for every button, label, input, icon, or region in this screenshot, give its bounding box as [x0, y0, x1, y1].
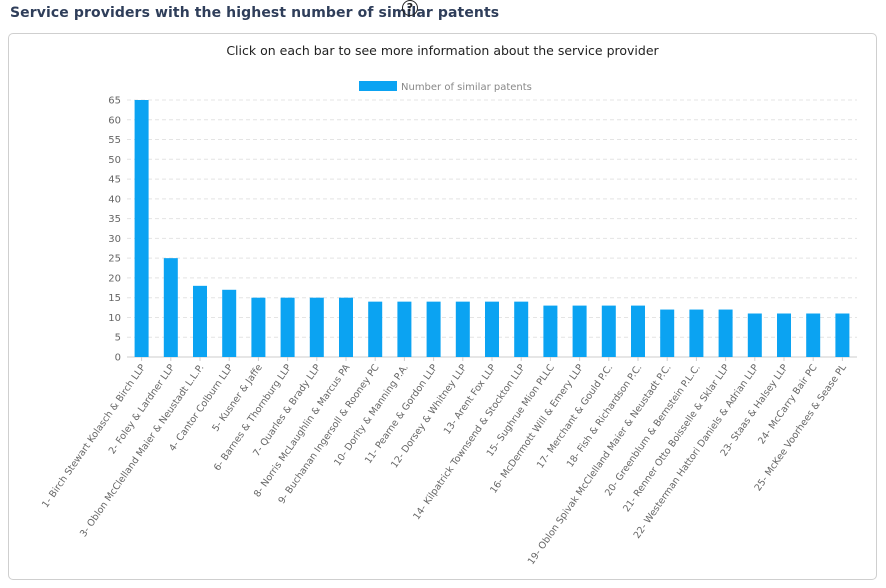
bar[interactable]: [543, 305, 558, 357]
y-tick-label: 40: [108, 194, 121, 205]
chart-instruction: Click on each bar to see more informatio…: [226, 43, 659, 58]
bar[interactable]: [368, 301, 383, 357]
y-tick-label: 60: [108, 115, 121, 126]
axes: 0 5 10 15 20 25 30 35 40 45 50 55 60 65 1- Birch Stewa…: [40, 96, 857, 567]
y-tick-label: 0: [115, 353, 121, 364]
y-tick-label: 10: [108, 313, 121, 324]
bar[interactable]: [280, 297, 295, 357]
bar-chart: 0 5 10 15 20 25 30 35 40 45 50 55 60 65 1- Birch Stewa…: [40, 81, 857, 567]
bar[interactable]: [806, 313, 821, 357]
bars: [134, 100, 850, 357]
bar[interactable]: [339, 297, 353, 357]
x-tick-label: 14- Kilpatrick Townsend & Stockton LLP: [411, 362, 528, 522]
legend: Number of similar patents: [359, 81, 532, 93]
bar[interactable]: [631, 305, 645, 357]
legend-swatch[interactable]: [359, 81, 397, 91]
bar[interactable]: [660, 309, 675, 357]
y-tick-label: 25: [108, 254, 121, 265]
y-tick-label: 50: [108, 155, 121, 166]
y-tick-label: 55: [108, 135, 121, 146]
bar[interactable]: [718, 309, 733, 357]
bar[interactable]: [193, 285, 207, 357]
bar[interactable]: [222, 289, 237, 357]
y-tick-label: 45: [108, 175, 121, 186]
y-tick-label: 65: [108, 96, 121, 107]
x-tick-label: 21- Renner Otto Boisselle & Sklar LLP: [621, 362, 732, 514]
bar[interactable]: [397, 301, 412, 357]
x-tick-label: 13- Arent Fox LLP: [442, 362, 499, 436]
x-tick-label: 3- Oblon McClelland Maier & Neustadt L.L…: [78, 362, 206, 539]
x-tick-label: 1- Birch Stewart Kolasch & Birch LLP: [40, 362, 148, 510]
bar[interactable]: [572, 305, 587, 357]
bar[interactable]: [777, 313, 791, 357]
bar[interactable]: [426, 301, 441, 357]
legend-label[interactable]: Number of similar patents: [401, 82, 532, 93]
bar[interactable]: [309, 297, 324, 357]
bar[interactable]: [251, 297, 266, 357]
y-tick-label: 20: [108, 273, 121, 284]
y-tick-label: 30: [108, 234, 121, 245]
bar[interactable]: [835, 313, 850, 357]
bar[interactable]: [689, 309, 704, 357]
y-tick-label: 5: [115, 333, 121, 344]
y-tick-label: 15: [108, 293, 121, 304]
bar[interactable]: [134, 100, 149, 357]
bar[interactable]: [455, 301, 470, 357]
bar[interactable]: [601, 305, 616, 357]
bar[interactable]: [163, 258, 178, 357]
question-circle-icon[interactable]: ?: [402, 0, 418, 16]
bar[interactable]: [747, 313, 762, 357]
bar[interactable]: [514, 301, 529, 357]
y-tick-label: 35: [108, 214, 121, 225]
chart-panel: Click on each bar to see more informatio…: [8, 33, 877, 580]
bar[interactable]: [485, 301, 499, 357]
page-title: Service providers with the highest numbe…: [10, 5, 500, 21]
